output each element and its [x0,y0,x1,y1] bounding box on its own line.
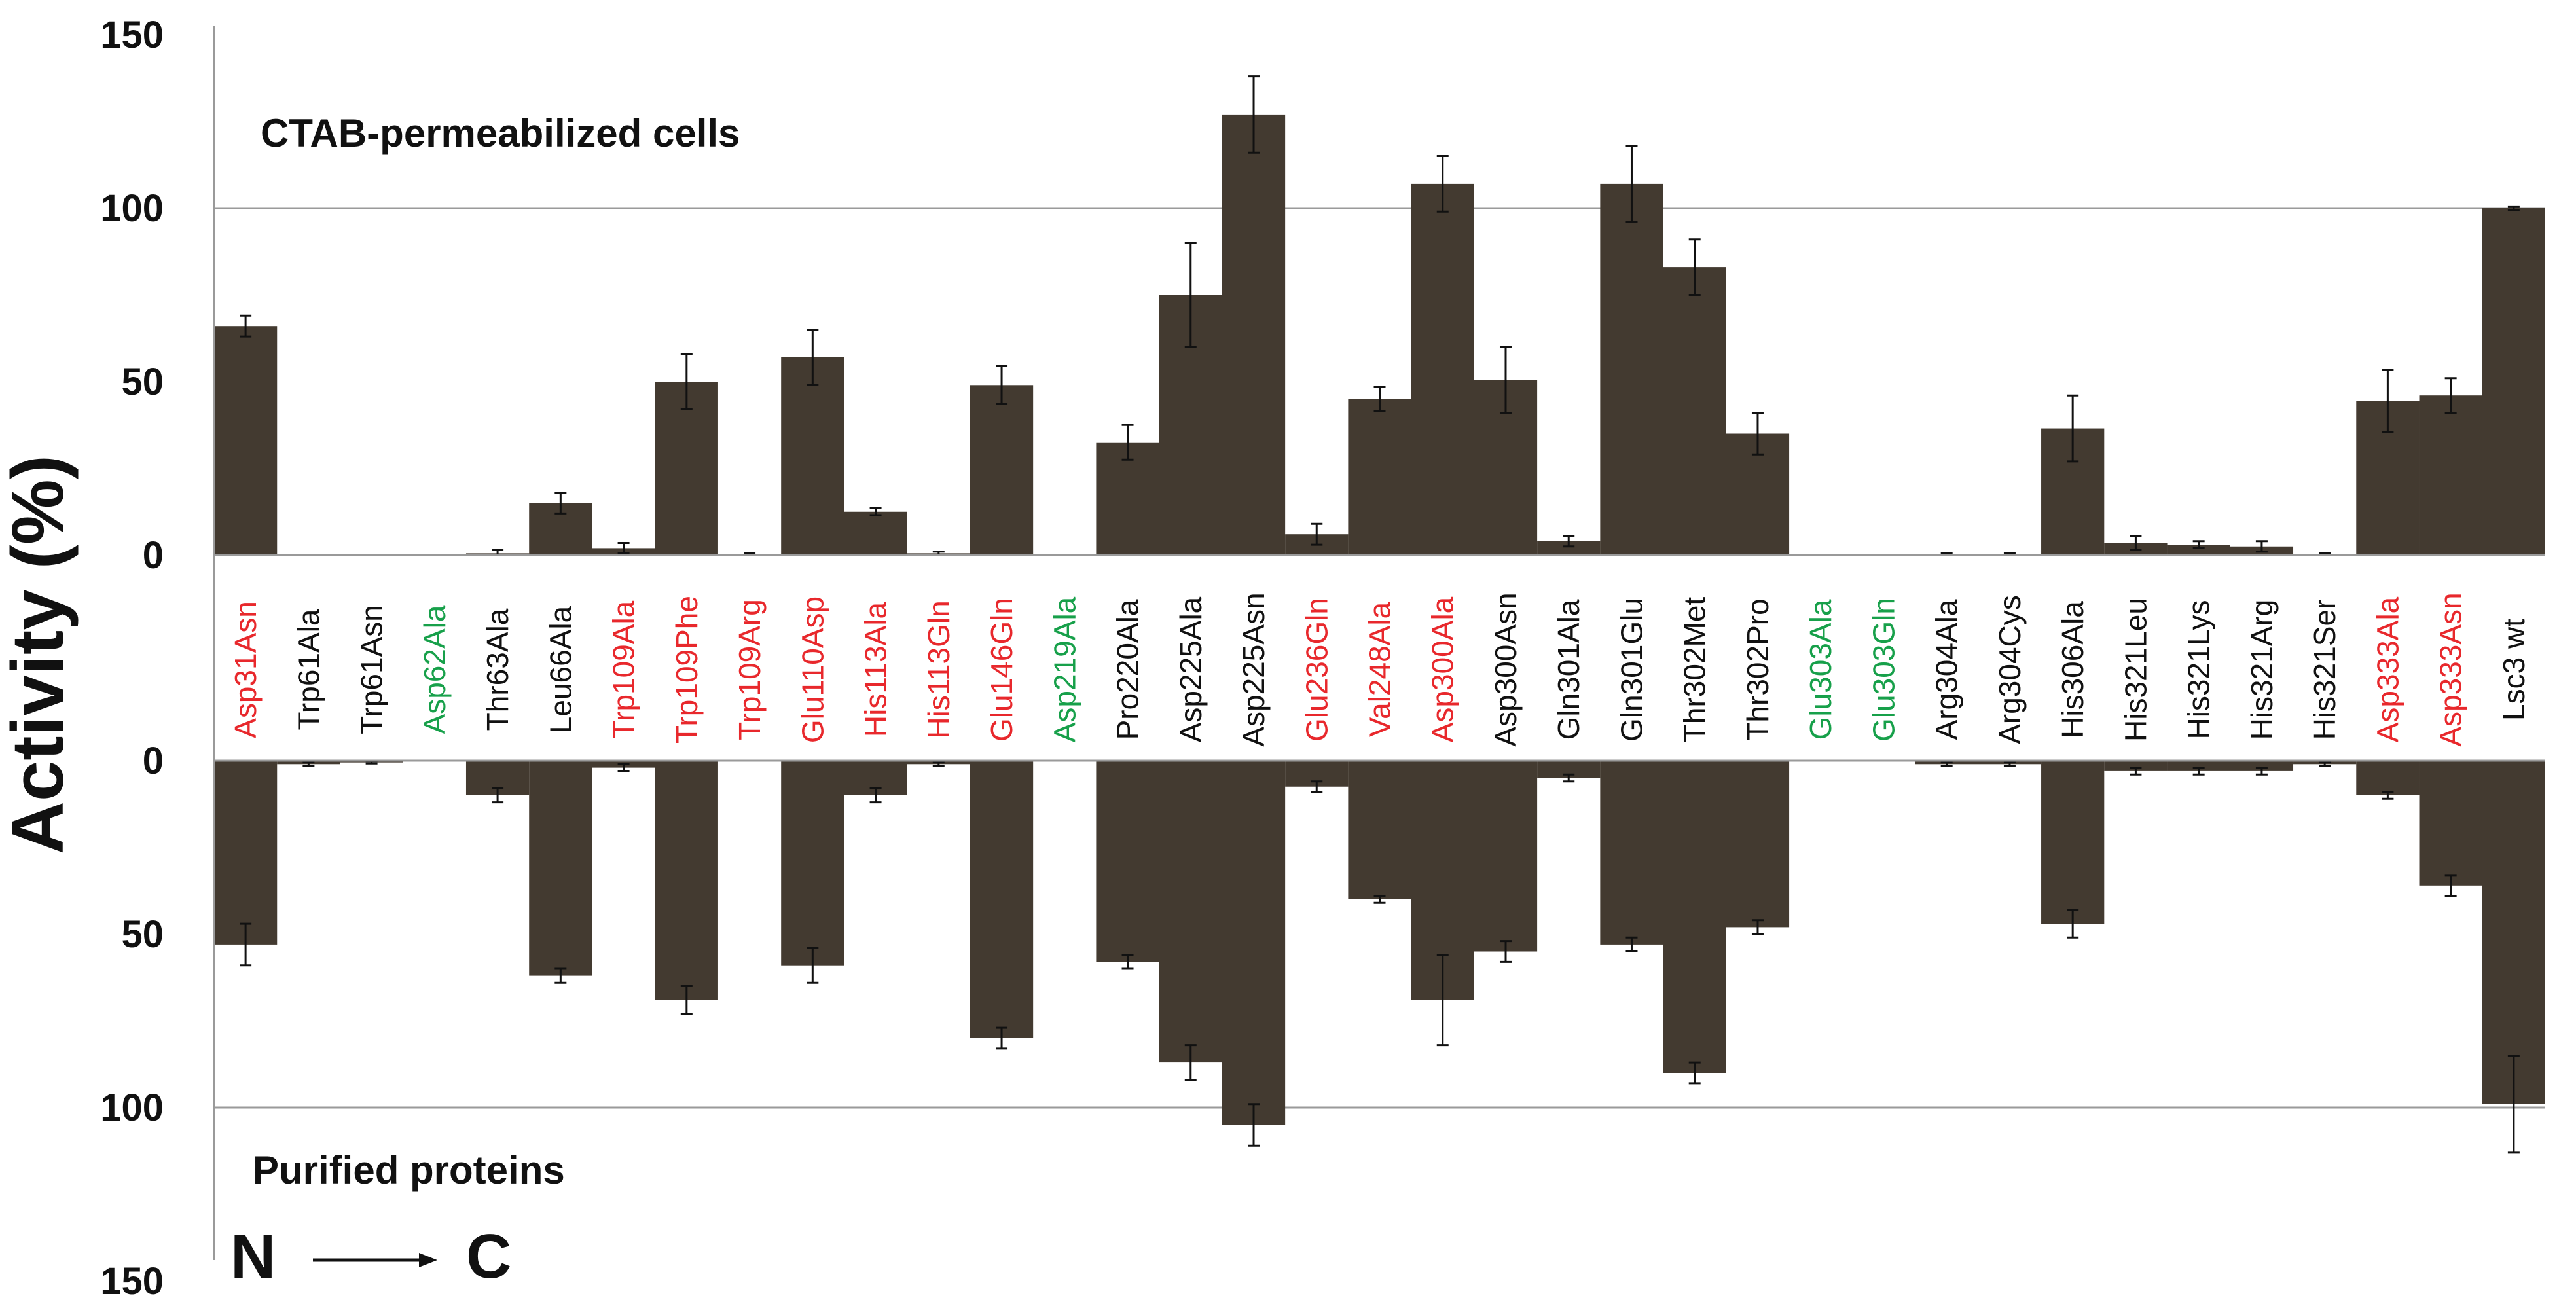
bar-bottom-Glu146Gln [970,761,1034,1038]
category-label-Asp300Ala: Asp300Ala [1426,596,1460,742]
category-label-Trp109Phe: Trp109Phe [670,596,704,744]
y-tick-label-bottom: 100 [100,1087,164,1129]
category-label-Arg304Ala: Arg304Ala [1930,599,1964,740]
category-label-Asp62Ala: Asp62Ala [418,605,452,734]
bar-top-Val248Ala [1348,399,1411,555]
category-label-Thr302Pro: Thr302Pro [1741,598,1775,740]
bar-top-Gln301Glu [1600,183,1663,555]
bar-top-Asp333Asn [2419,395,2482,555]
y-axis-title: Activity (%) [0,455,79,854]
category-label-Asp333Ala: Asp333Ala [2370,596,2404,742]
bar-bottom-Trp109Phe [655,761,718,1000]
bar-bottom-Thr302Met [1663,761,1726,1073]
category-label-Gln301Ala: Gln301Ala [1551,599,1586,740]
bar-bottom-Pro220Ala [1096,761,1159,962]
y-tick-label-top: 100 [100,187,164,230]
bar-bottom-Glu110Asp [781,761,844,966]
bar-bottom-His306Ala [2041,761,2105,924]
category-label-Asp31Asn: Asp31Asn [228,601,263,738]
category-label-His321Leu: His321Leu [2118,598,2152,742]
y-tick-label-top: 150 [100,14,164,56]
category-label-Trp61Ala: Trp61Ala [291,609,325,730]
category-label-Glu236Gln: Glu236Gln [1299,598,1333,742]
bar-top-His321Lys [2167,545,2230,555]
bar-top-Trp109Phe [655,382,718,555]
axes [213,26,2545,1260]
category-label-His321Ser: His321Ser [2308,600,2342,740]
category-label-His113Gln: His113Gln [922,600,956,738]
bar-bottom-Asp31Asn [214,761,278,945]
bar-top-Asp300Ala [1411,183,1474,555]
category-label-Glu146Gln: Glu146Gln [985,598,1019,742]
category-label-Asp225Ala: Asp225Ala [1174,596,1208,742]
bottom-panel-title: Purified proteins [253,1148,565,1192]
category-label-Gln301Glu: Gln301Glu [1615,598,1649,742]
bar-bottom-Asp300Asn [1474,761,1538,952]
direction-arrowhead [419,1253,437,1267]
category-label-Trp61Asn: Trp61Asn [355,605,389,734]
category-label-His321Lys: His321Lys [2182,600,2216,739]
category-label-Val248Ala: Val248Ala [1363,602,1397,737]
bar-bottom-Val248Ala [1348,761,1411,899]
category-label-Glu303Ala: Glu303Ala [1804,599,1838,740]
bar-bottom-Asp225Ala [1159,761,1222,1063]
bar-bottom-Lsc3-wt [2482,761,2545,1104]
category-label-Pro220Ala: Pro220Ala [1111,599,1145,740]
bar-bottom-His321Lys [2167,761,2230,771]
category-label-Asp300Asn: Asp300Asn [1489,592,1523,746]
bar-bottom-Asp333Ala [2356,761,2420,795]
top-bars [214,114,2545,555]
bar-bottom-Leu66Ala [529,761,592,976]
bar-bottom-Thr302Pro [1726,761,1790,928]
bar-top-Pro220Ala [1096,442,1159,555]
c-terminus-label: C [466,1221,511,1292]
bar-top-Glu146Gln [970,385,1034,555]
x-category-labels: Asp31Asn Trp61Ala Trp61Asn Asp62Ala Thr63Ala… [228,592,2531,746]
category-label-Glu303Gln: Glu303Gln [1866,598,1900,742]
category-label-Leu66Ala: Leu66Ala [543,606,577,733]
top-panel-title: CTAB-permeabilized cells [261,111,740,155]
bar-bottom-Asp225Asn [1222,761,1286,1125]
grid-lines [214,207,2545,1109]
category-label-His306Ala: His306Ala [2056,601,2090,738]
bar-top-Thr302Met [1663,267,1726,555]
y-tick-label-bottom: 150 [100,1260,164,1302]
bar-top-Lsc3-wt [2482,208,2545,555]
error-bars [240,75,2520,1154]
y-tick-label-bottom: 50 [121,913,164,956]
category-label-Asp219Ala: Asp219Ala [1047,596,1081,742]
bar-top-Asp225Asn [1222,114,1286,555]
category-label-Thr302Met: Thr302Met [1678,597,1712,743]
category-label-His321Arg: His321Arg [2245,600,2279,740]
bottom-bars [214,761,2545,1125]
y-tick-label-bottom: 0 [143,740,164,782]
category-label-Asp225Asn: Asp225Asn [1237,592,1271,746]
bar-bottom-His321Leu [2104,761,2168,771]
category-label-Lsc3-wt: Lsc3 wt [2497,619,2531,721]
category-label-Glu110Asp: Glu110Asp [795,596,829,743]
y-tick-label-top: 0 [143,534,164,577]
category-label-Trp109Arg: Trp109Arg [733,599,767,740]
bar-top-Gln301Ala [1537,541,1601,555]
category-label-His113Ala: His113Ala [859,602,893,737]
category-label-Arg304Cys: Arg304Cys [1993,595,2027,744]
bar-bottom-His321Arg [2230,761,2294,771]
category-label-Asp333Asn: Asp333Asn [2434,592,2468,746]
y-tick-labels: 0 50 100 150 0 50 100 150 [100,14,164,1302]
y-tick-label-top: 50 [121,361,164,403]
bar-top-Glu110Asp [781,357,844,555]
n-terminus-label: N [230,1221,276,1292]
bar-top-His113Ala [844,511,907,555]
category-label-Trp109Ala: Trp109Ala [607,600,641,738]
bar-bottom-Asp333Asn [2419,761,2482,886]
bar-bottom-Gln301Glu [1600,761,1663,945]
bar-top-Asp31Asn [214,326,278,555]
category-label-Thr63Ala: Thr63Ala [481,608,515,731]
